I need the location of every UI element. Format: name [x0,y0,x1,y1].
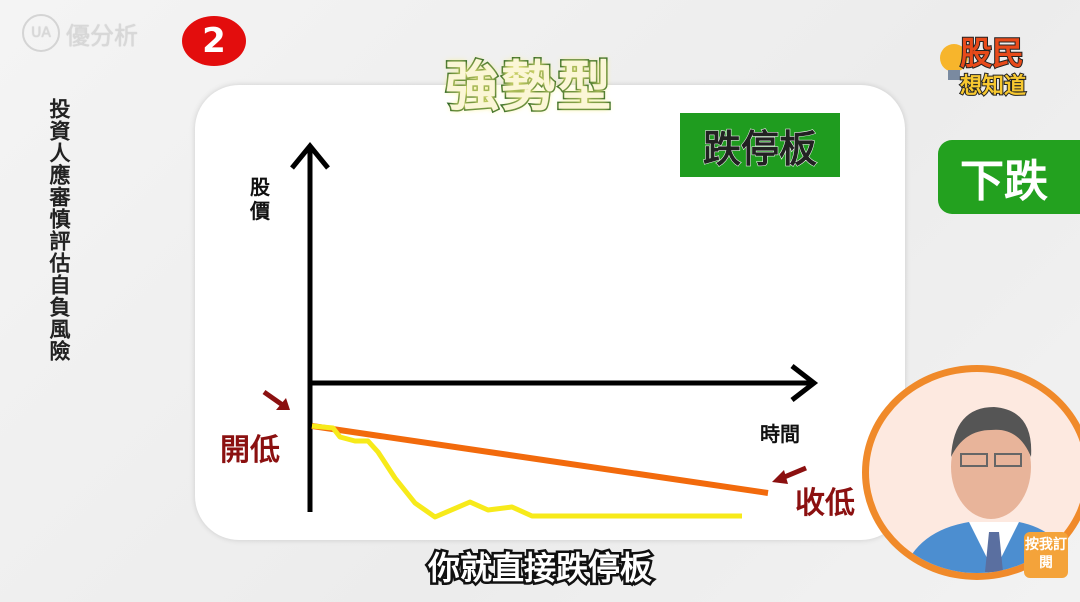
pattern-tag: 跌停板 [680,113,840,177]
diagram-title: 強勢型 [444,54,613,120]
brand-name: 優分析 [66,21,138,50]
open-arrow-icon [262,389,290,410]
host-portrait [902,407,1076,573]
side-tag: 下跌 [938,140,1080,214]
x-axis-label: 時間 [760,422,800,446]
host-video [862,365,1080,580]
x-axis [310,364,819,402]
subtitle: 你就直接跌停板 [425,547,654,590]
watermark-logo: UA 優分析 [22,14,138,52]
disclaimer: 投資人應審慎評估自負風險 [47,98,71,362]
y-axis-label: 股價 [250,175,270,223]
show-logo-line1: 股民 [959,33,1025,73]
lightbulb-icon [940,44,968,80]
open-low-label: 開低 [220,433,280,468]
show-logo: 股民 想知道 [940,28,1060,100]
step-badge: 2 [182,16,246,66]
price-line [311,423,742,520]
y-axis [290,142,330,512]
close-low-label: 收低 [795,486,855,521]
show-logo-line2: 想知道 [959,73,1027,100]
trend-line [311,423,769,496]
subscribe-button[interactable]: 按我訂閱 [1024,532,1068,578]
close-arrow-icon [772,465,807,484]
ua-logo-icon: UA [22,14,60,52]
